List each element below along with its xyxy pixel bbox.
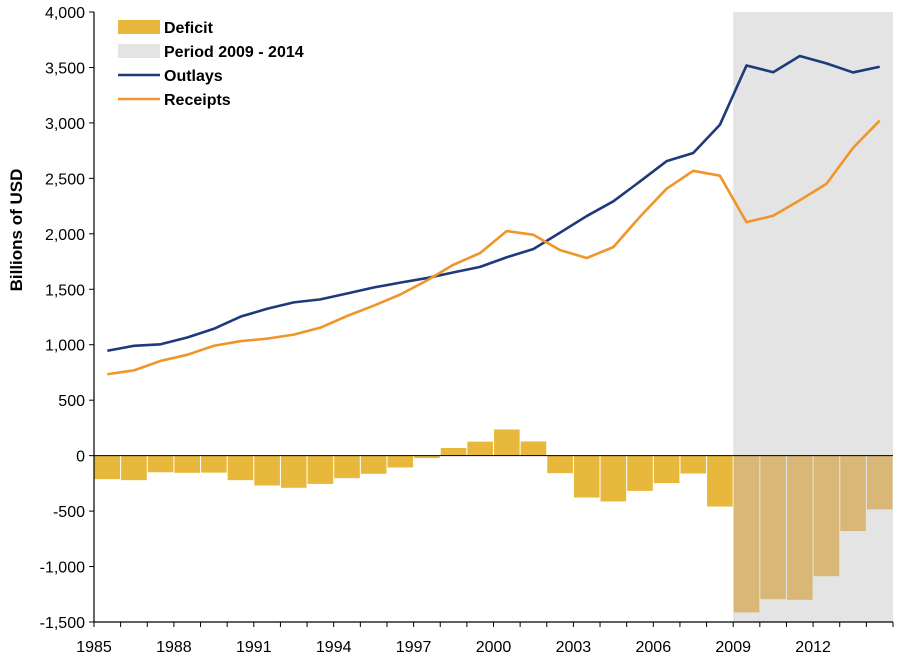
y-axis-title: Billions of USD bbox=[7, 169, 26, 292]
y-tick-label: -1,500 bbox=[40, 615, 85, 632]
legend-label: Period 2009 - 2014 bbox=[164, 44, 304, 61]
legend-swatch bbox=[118, 20, 160, 34]
deficit-bar-2009 bbox=[733, 455, 760, 613]
deficit-bar-2008 bbox=[707, 455, 733, 507]
x-tick-label: 1997 bbox=[396, 639, 432, 656]
deficit-bar-2002 bbox=[547, 455, 573, 474]
x-tick-label: 2000 bbox=[476, 639, 512, 656]
deficit-bar-1995 bbox=[360, 455, 387, 474]
legend: Deficit Period 2009 - 2014 Outlays Receipts bbox=[118, 20, 304, 109]
deficit-bar-2013 bbox=[840, 455, 866, 532]
receipts-line bbox=[107, 119, 881, 376]
legend-entry-outlays: Outlays bbox=[118, 68, 223, 85]
deficit-bar-2003 bbox=[573, 455, 600, 498]
x-tick-label: 1985 bbox=[76, 639, 112, 656]
deficit-bar-1992 bbox=[280, 455, 307, 488]
x-tick-label: 1988 bbox=[156, 639, 192, 656]
legend-label: Outlays bbox=[164, 68, 223, 85]
deficit-bar-1991 bbox=[254, 455, 280, 486]
deficit-bar-2004 bbox=[600, 455, 627, 502]
deficit-bar-1994 bbox=[334, 455, 360, 479]
deficit-bar-2005 bbox=[627, 455, 653, 491]
outlays-line bbox=[107, 54, 880, 352]
deficit-bar-1988 bbox=[174, 455, 201, 473]
y-tick-label: 4,000 bbox=[45, 5, 85, 22]
shaded-period-2009-2014 bbox=[733, 12, 893, 622]
deficit-bar-1997 bbox=[414, 455, 440, 459]
x-tick-label: 2012 bbox=[795, 639, 831, 656]
y-tick-label: 0 bbox=[76, 449, 85, 466]
legend-swatch bbox=[118, 44, 160, 58]
x-tick-label: 2009 bbox=[715, 639, 751, 656]
deficit-bar-1999 bbox=[467, 441, 493, 456]
deficit-bar-1986 bbox=[121, 455, 147, 481]
y-tick-label: 3,000 bbox=[45, 116, 85, 133]
deficit-bar-2001 bbox=[520, 441, 547, 456]
y-tick-label: 2,500 bbox=[45, 171, 85, 188]
deficit-bars bbox=[94, 429, 893, 613]
legend-entry-period-2009-2014: Period 2009 - 2014 bbox=[118, 44, 304, 61]
legend-label: Receipts bbox=[164, 92, 231, 109]
y-tick-label: 1,500 bbox=[45, 282, 85, 299]
deficit-bar-1998 bbox=[440, 447, 467, 456]
y-tick-label: 2,000 bbox=[45, 227, 85, 244]
x-tick-label: 2003 bbox=[556, 639, 592, 656]
y-tick-label: 1,000 bbox=[45, 338, 85, 355]
legend-entry-receipts: Receipts bbox=[118, 92, 231, 109]
deficit-bar-2007 bbox=[680, 455, 707, 474]
line-series bbox=[107, 54, 881, 376]
x-tick-label: 1991 bbox=[236, 639, 272, 656]
deficit-bar-2012 bbox=[813, 455, 840, 577]
legend-label: Deficit bbox=[164, 20, 214, 37]
deficit-bar-1985 bbox=[94, 455, 121, 480]
deficit-bar-1996 bbox=[387, 455, 414, 468]
x-tick-label: 2006 bbox=[636, 639, 672, 656]
deficit-bar-2014 bbox=[866, 455, 893, 510]
deficit-bar-1989 bbox=[201, 455, 227, 473]
deficit-bar-1987 bbox=[147, 455, 174, 473]
deficit-bar-2011 bbox=[786, 455, 813, 600]
y-tick-label: -1,000 bbox=[40, 560, 85, 577]
y-tick-label: -500 bbox=[53, 504, 85, 521]
deficit-bar-2010 bbox=[760, 455, 786, 600]
legend-entry-deficit: Deficit bbox=[118, 20, 214, 37]
deficit-bar-2006 bbox=[653, 455, 680, 484]
x-tick-label: 1994 bbox=[316, 639, 352, 656]
deficit-bar-1990 bbox=[227, 455, 254, 481]
shaded-period-layer bbox=[733, 12, 893, 622]
y-tick-label: 500 bbox=[58, 393, 85, 410]
deficit-bar-2000 bbox=[494, 429, 520, 456]
deficit-bar-1993 bbox=[307, 455, 334, 484]
axes: 4,000 3,500 3,000 2,500 2,000 1,500 1,000 500 0 -… bbox=[40, 5, 894, 656]
y-tick-label: 3,500 bbox=[45, 60, 85, 77]
